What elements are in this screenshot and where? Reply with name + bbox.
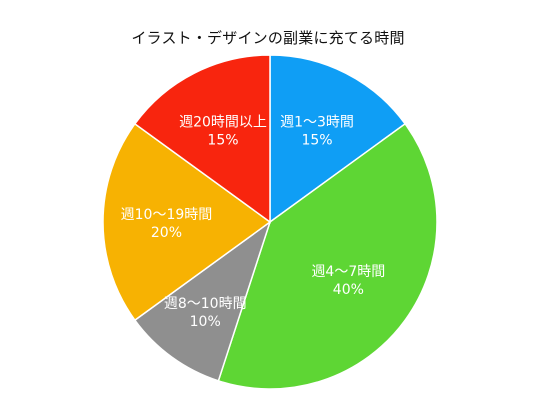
pie-slice-4 bbox=[102, 122, 272, 322]
pie-slice-5 bbox=[133, 54, 271, 224]
slice-label-4: 週10〜19時間 bbox=[121, 207, 213, 223]
pie-labels: 週1〜3時間 15% 週4〜7時間 40% 週8〜10時間 10% 週10〜19時間 20% 週… bbox=[121, 115, 386, 330]
pie-slice-1 bbox=[269, 54, 407, 224]
slice-label-5: 週20時間以上 bbox=[179, 115, 267, 131]
slice-label-3: 週8〜10時間 bbox=[164, 296, 247, 312]
slice-percent-4: 20% bbox=[151, 225, 182, 241]
slice-percent-3: 10% bbox=[190, 314, 221, 330]
slice-percent-1: 15% bbox=[301, 133, 332, 149]
slice-label-2: 週4〜7時間 bbox=[311, 264, 385, 280]
slice-percent-2: 40% bbox=[333, 282, 364, 298]
pie-slice-3 bbox=[133, 220, 272, 382]
slice-label-1: 週1〜3時間 bbox=[280, 115, 354, 131]
pie-slices bbox=[102, 54, 438, 390]
slice-percent-5: 15% bbox=[207, 133, 238, 149]
chart-title: イラスト・デザインの副業に充てる時間 bbox=[131, 29, 405, 47]
pie-slice-2 bbox=[217, 122, 438, 390]
